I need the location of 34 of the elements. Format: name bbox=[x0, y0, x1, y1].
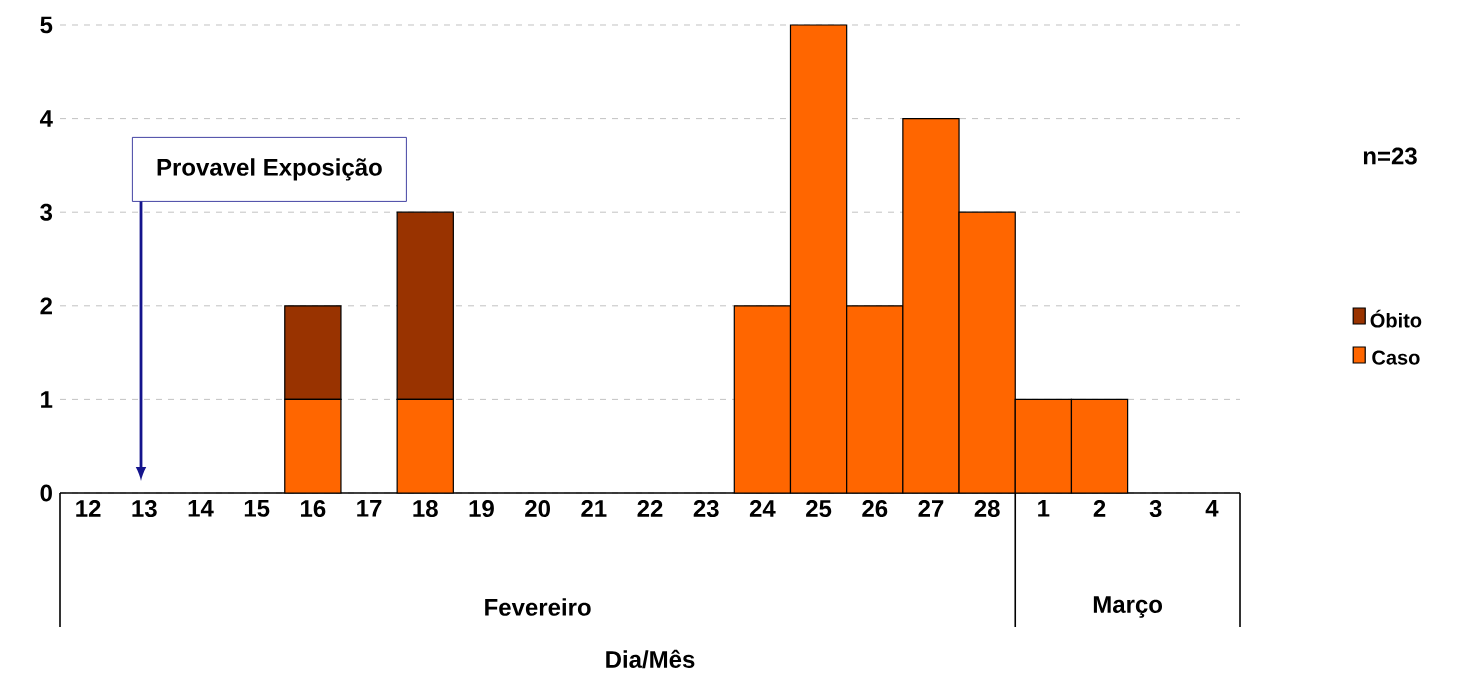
text: Dia/Mês bbox=[606, 649, 695, 669]
x-tick-label: 14 bbox=[188, 500, 214, 517]
x-tick-label: 25 bbox=[806, 500, 832, 518]
y-tick-label: 1 bbox=[41, 391, 53, 408]
x-tick-label: 17 bbox=[357, 500, 382, 517]
x-tick-label: 26 bbox=[862, 500, 888, 518]
x-tick-label: 20 bbox=[525, 500, 550, 518]
y-tick-label: 4 bbox=[39, 110, 53, 127]
x-tick-label: 12 bbox=[76, 500, 101, 517]
x-tick-label: 27 bbox=[918, 500, 944, 517]
annotation: Provavel Exposição bbox=[157, 158, 382, 181]
x-tick-label: 23 bbox=[693, 500, 719, 518]
legend-label: Caso bbox=[1372, 350, 1420, 365]
y-tick-label: 2 bbox=[40, 297, 52, 315]
x-tick-label: 21 bbox=[581, 500, 607, 517]
x-tick-label: 18 bbox=[413, 500, 438, 518]
text: Fevereiro bbox=[485, 598, 591, 616]
x-tick-label: 1 bbox=[1038, 500, 1050, 517]
x-tick-label: 22 bbox=[637, 500, 663, 517]
y-tick-label: 0 bbox=[40, 484, 52, 502]
x-tick-label: 24 bbox=[749, 500, 776, 517]
legend-label: Óbito bbox=[1370, 309, 1422, 328]
x-tick-label: 2 bbox=[1093, 500, 1106, 517]
y-tick-label: 5 bbox=[40, 16, 53, 34]
x-tick-label: 28 bbox=[974, 500, 1000, 518]
x-tick-label: 3 bbox=[1149, 500, 1162, 518]
x-tick-label: 16 bbox=[301, 500, 326, 518]
text: Março bbox=[1093, 596, 1163, 618]
text: n=23 bbox=[1363, 147, 1417, 165]
x-tick-label: 19 bbox=[469, 500, 494, 518]
x-tick-label: 13 bbox=[132, 500, 157, 518]
x-tick-label: 15 bbox=[244, 500, 270, 517]
x-tick-label: 4 bbox=[1205, 500, 1219, 517]
y-tick-label: 3 bbox=[40, 203, 53, 221]
